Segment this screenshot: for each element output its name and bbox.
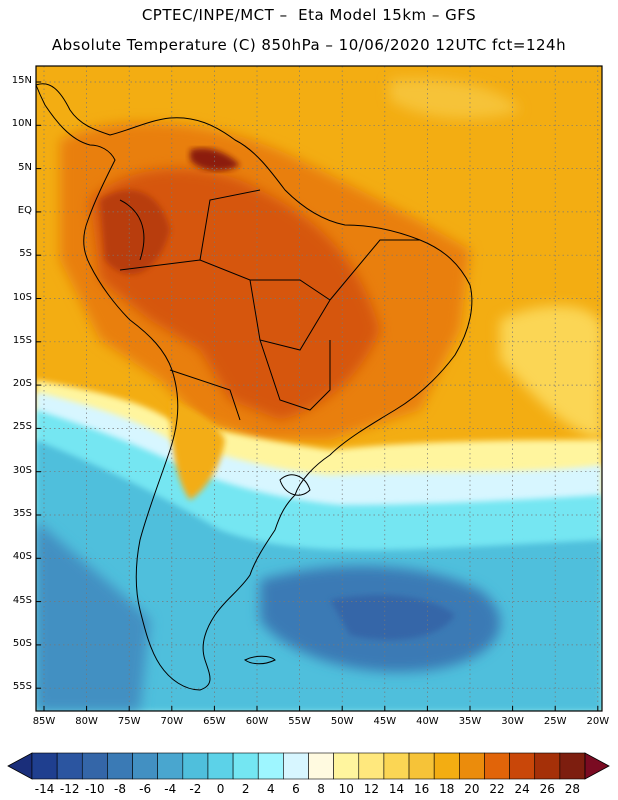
colorbar-label: 14	[388, 782, 405, 796]
colorbar-swatch	[358, 752, 385, 780]
colorbar-swatch	[232, 752, 259, 780]
colorbar-label: 22	[489, 782, 505, 796]
border-bolivia	[249, 279, 331, 351]
colorbar-under-arrow	[7, 752, 33, 780]
colorbar-swatch	[81, 752, 108, 780]
field-cold-west	[36, 520, 150, 711]
lat-label: 50S	[12, 637, 32, 649]
colorbar-swatch	[283, 752, 309, 780]
lat-label: 30S	[12, 464, 32, 476]
colorbar-swatch	[383, 752, 410, 780]
border-venezuela	[199, 189, 261, 261]
colorbar-swatch	[157, 752, 184, 780]
field-cool-patch-e	[500, 306, 602, 440]
colorbar-label: 26	[539, 782, 555, 796]
lat-label: 20S	[12, 378, 32, 390]
colorbar-swatch	[459, 752, 485, 780]
colorbar-label: 16	[413, 782, 430, 796]
colorbar-swatch	[207, 752, 234, 780]
lon-label: 55W	[288, 716, 311, 727]
lat-label: 10N	[11, 118, 32, 130]
colorbar-label: 24	[514, 782, 530, 796]
colorbar-label: 2	[241, 782, 250, 796]
falklands-outline	[244, 655, 276, 665]
field-cold-core	[330, 595, 455, 640]
lon-label: 70W	[160, 716, 184, 727]
lat-label: 35S	[12, 508, 32, 519]
lon-label: 40W	[416, 716, 439, 727]
lon-label: 85W	[32, 716, 56, 727]
lat-label: 55S	[12, 681, 32, 693]
temperature-field	[36, 66, 602, 711]
south-america-outline	[35, 83, 473, 691]
field-cool-patch-ne	[390, 78, 520, 119]
border-paraguay	[259, 339, 331, 411]
field-warm-tongue	[170, 400, 225, 500]
lon-label: 60W	[245, 716, 269, 727]
lon-label: 50W	[330, 716, 354, 727]
lon-label: 65W	[203, 716, 226, 727]
colorbar-label: -10	[85, 782, 105, 796]
colorbar-label: 10	[338, 782, 354, 796]
lat-label: 10S	[12, 291, 32, 303]
colorbar-swatch	[509, 752, 536, 780]
field-hot-spot-west	[100, 190, 170, 275]
map-title: CPTEC/INPE/MCT – Eta Model 15km – GFS	[141, 6, 477, 24]
colorbar-swatch	[132, 752, 158, 780]
colorbar-over-arrow	[584, 752, 610, 780]
colorbar-label: 20	[464, 782, 480, 796]
border-brazil-ne	[329, 239, 420, 301]
colorbar-swatch	[559, 752, 586, 780]
colorbar-label: 12	[363, 782, 379, 796]
colorbar-label: -4	[164, 782, 177, 796]
border-colombia	[119, 199, 145, 261]
colorbar-swatch	[107, 752, 133, 780]
lon-label: 30W	[501, 716, 524, 727]
colorbar-swatch	[308, 752, 334, 780]
lat-label: 5N	[18, 161, 32, 173]
colorbar-label: 0	[216, 782, 225, 796]
field-hot-spot-north	[190, 148, 240, 172]
lat-label: 45S	[12, 594, 32, 606]
colorbar-label: -6	[139, 782, 152, 796]
border-chile-argentina	[169, 369, 241, 421]
colorbar-label: -14	[34, 782, 55, 796]
colorbar-swatch	[408, 752, 435, 780]
colorbar-swatch	[433, 752, 460, 780]
colorbar-label: 6	[292, 782, 300, 796]
colorbar-label: -2	[189, 782, 202, 796]
coastline	[35, 83, 473, 691]
colorbar-label: -8	[113, 782, 126, 796]
axis-ticks	[36, 81, 599, 711]
colorbar-label: 8	[317, 782, 325, 796]
colorbar-swatch	[56, 752, 83, 780]
lat-label: 25S	[12, 421, 32, 433]
lon-label: 20W	[586, 716, 610, 727]
map-subtitle: Absolute Temperature (C) 850hPa – 10/06/…	[51, 36, 567, 54]
colorbar-label: 4	[266, 782, 275, 796]
lon-label: 80W	[75, 716, 98, 727]
map-frame	[35, 65, 603, 712]
lat-label: 15N	[11, 75, 32, 86]
lon-label: 35W	[458, 716, 482, 727]
colorbar-swatch	[333, 752, 360, 780]
colorbar	[7, 752, 610, 780]
uruguay-outline	[279, 474, 311, 496]
colorbar-swatch	[257, 752, 284, 780]
colorbar-label: 28	[564, 782, 581, 796]
colorbar-swatch	[182, 752, 209, 780]
colorbar-swatch	[31, 752, 58, 780]
lon-label: 75W	[117, 716, 141, 727]
lat-label: 40S	[12, 551, 32, 563]
colorbar-label: -12	[59, 782, 80, 796]
colorbar-swatch	[534, 752, 561, 780]
lat-label: 15S	[12, 334, 32, 346]
lon-label: 25W	[543, 716, 567, 727]
lat-label: EQ	[17, 204, 32, 216]
colorbar-label: 18	[439, 782, 455, 796]
lat-label: 5S	[19, 248, 32, 260]
lon-label: 45W	[373, 716, 397, 727]
colorbar-swatch	[484, 752, 510, 780]
